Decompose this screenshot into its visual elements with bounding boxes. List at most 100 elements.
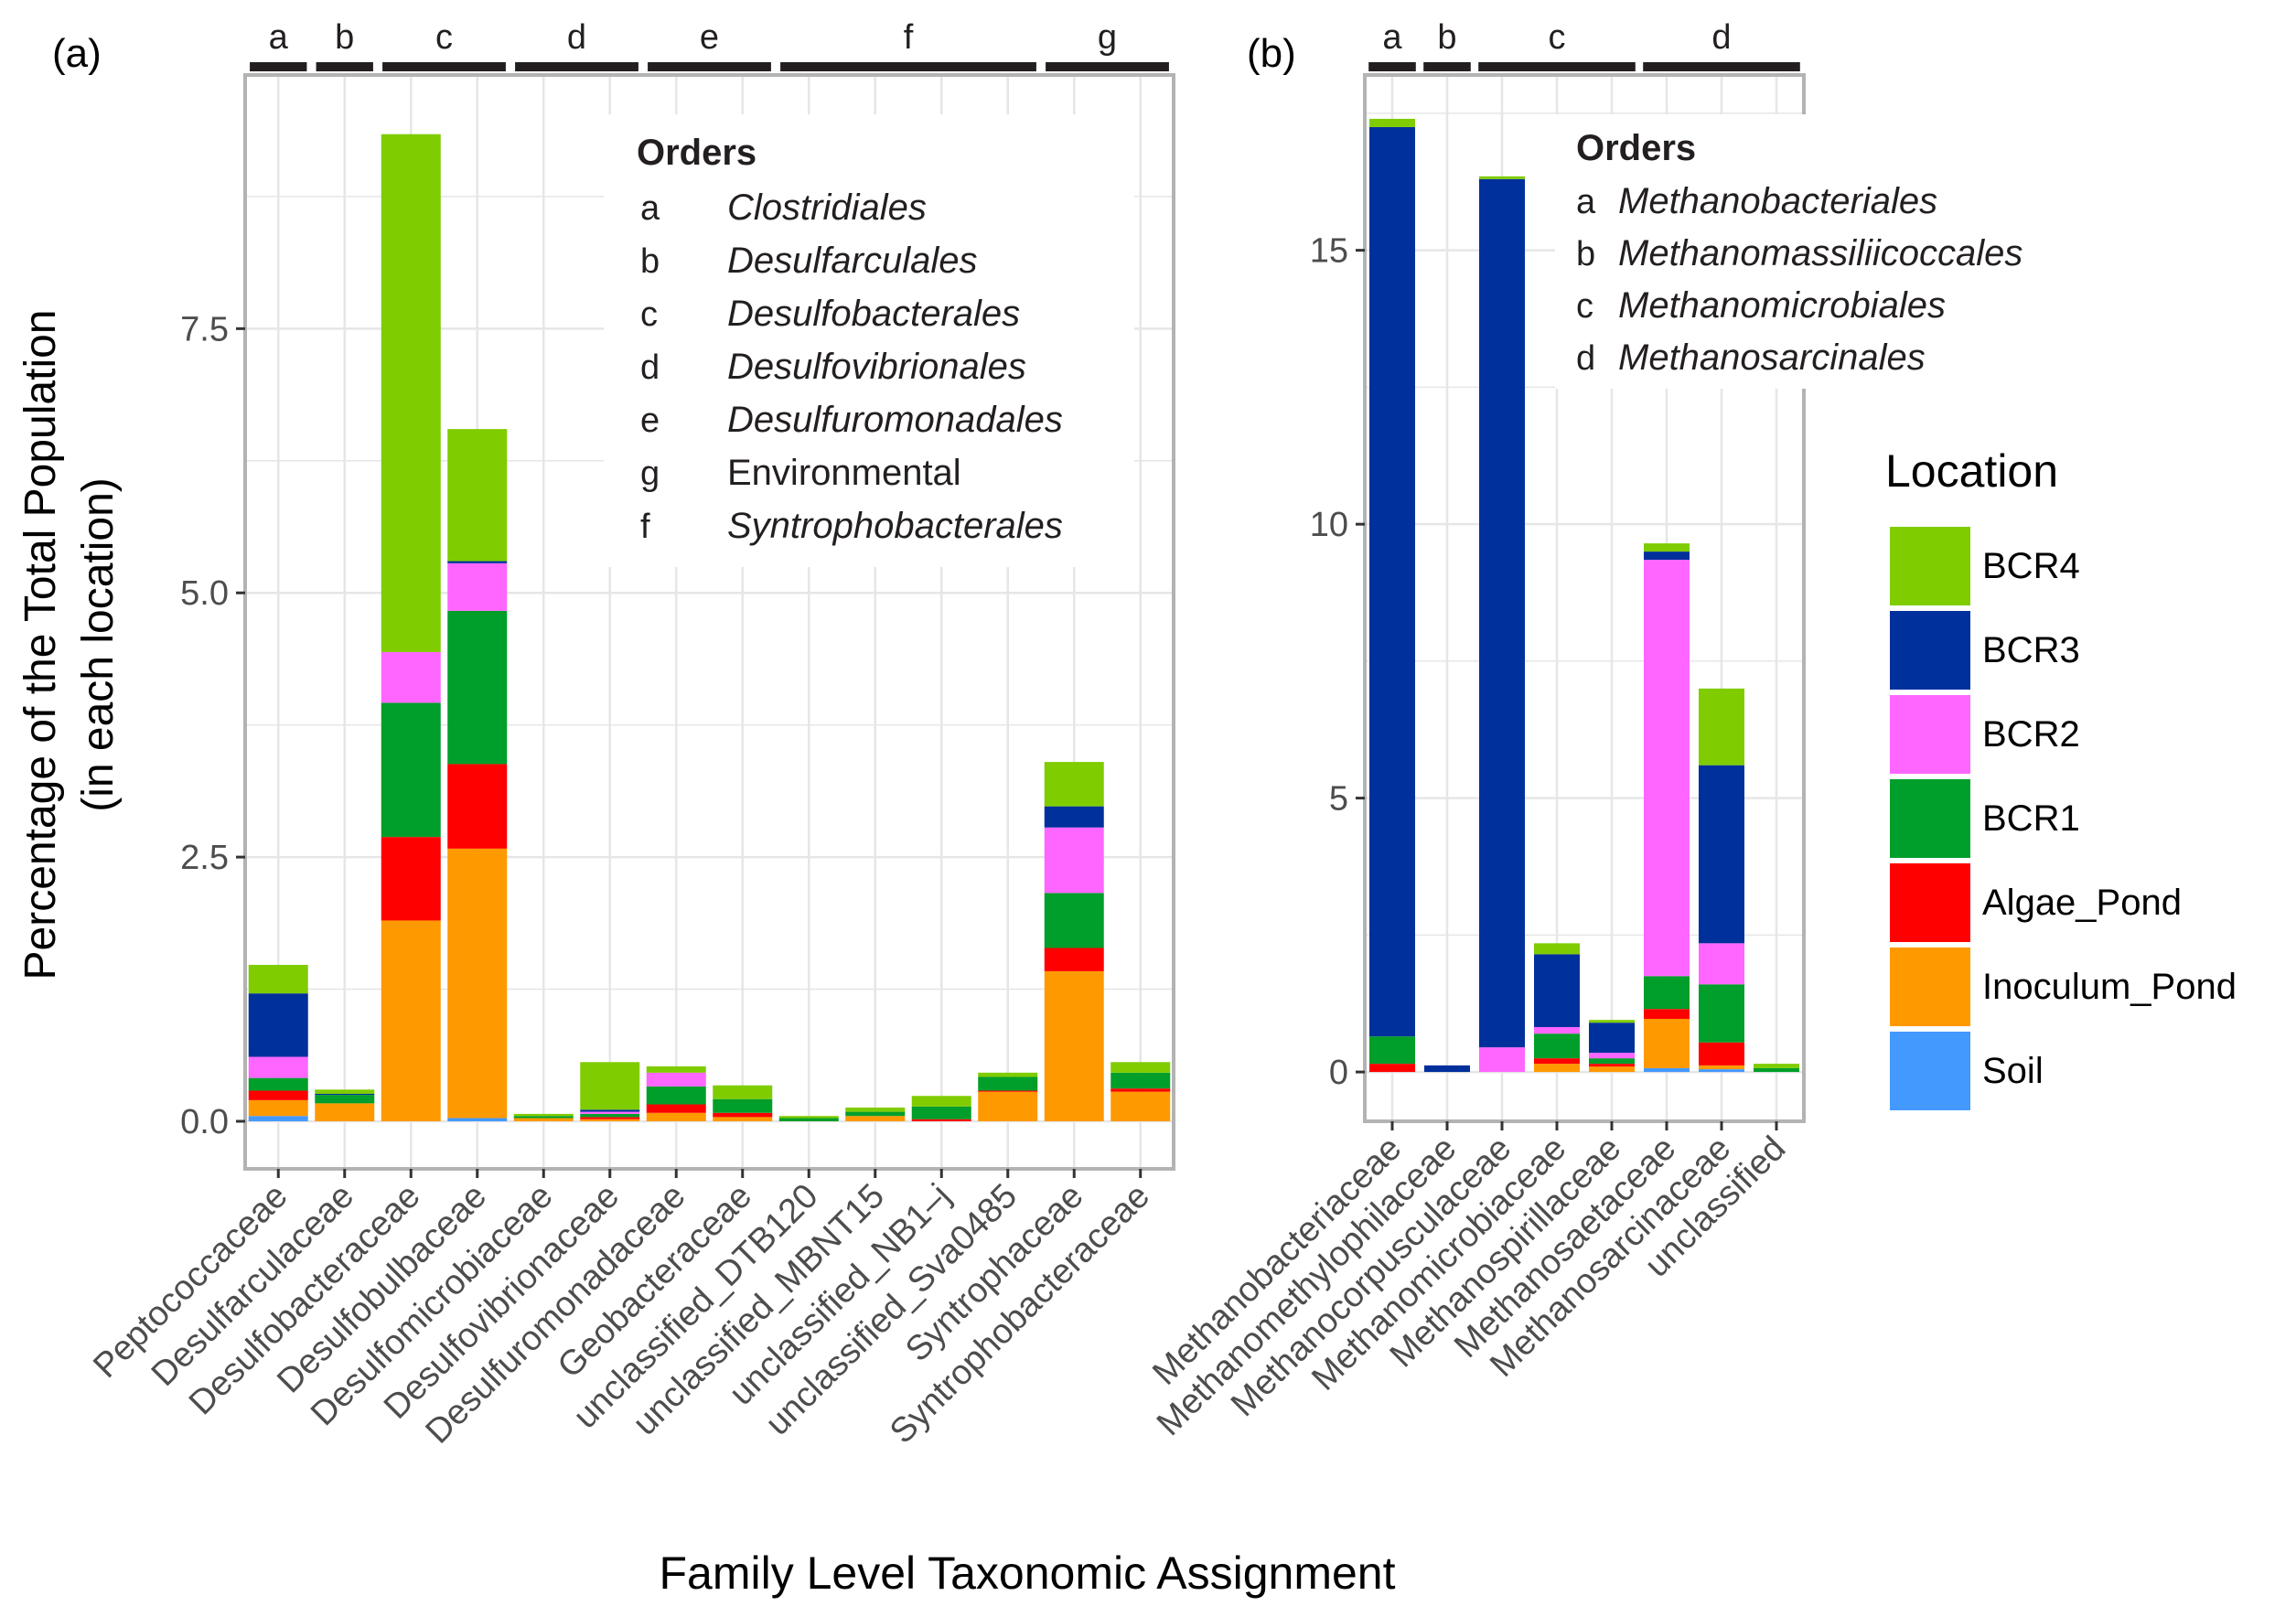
bar-segment-algae-pond: [381, 837, 441, 921]
panel-b-bars: [1369, 118, 1799, 1073]
bar-segment-algae-pond: [580, 1117, 640, 1119]
bar-segment-bcr2: [1479, 1047, 1525, 1073]
bar-segment-bcr3: [315, 1093, 375, 1096]
bar-segment-bcr2: [1699, 943, 1744, 985]
bar-segment-soil: [1644, 1067, 1690, 1073]
orders-box-name: Methanobacteriales: [1618, 181, 1937, 221]
bar-segment-algae-pond: [1589, 1064, 1635, 1067]
orders-box-name: Syntrophobacterales: [727, 506, 1063, 546]
order-bracket-label: d: [567, 18, 586, 57]
order-bracket-label: b: [1437, 18, 1456, 57]
bar-segment-inoculum-pond: [646, 1112, 706, 1121]
orders-box-name: Methanosarcinales: [1618, 337, 1926, 378]
panel-b-y-ticks: 0 5 10 15: [1310, 232, 1365, 1092]
bar-segment-algae-pond: [911, 1119, 971, 1121]
y-tick-label: 10: [1310, 506, 1348, 544]
bar-segment-bcr3: [1699, 765, 1744, 944]
bar-segment-bcr1: [580, 1113, 640, 1118]
bar-segment-soil: [248, 1116, 308, 1121]
y-tick-label: 2.5: [180, 839, 229, 877]
bar-segment-bcr1: [315, 1095, 375, 1104]
legend-label: BCR2: [1982, 714, 2080, 755]
legend-label: Inoculum_Pond: [1982, 967, 2237, 1007]
bar-segment-bcr4: [845, 1107, 906, 1112]
orders-box-title: Orders: [637, 133, 756, 173]
y-axis-title: Percentage of the Total Population (in e…: [16, 310, 123, 980]
bar-segment-bcr4: [978, 1072, 1038, 1077]
bar-segment-inoculum-pond: [1534, 1064, 1580, 1073]
y-axis-title-line1: Percentage of the Total Population: [16, 310, 65, 980]
orders-box-code: a: [640, 189, 660, 228]
legend-label: Soil: [1982, 1051, 2044, 1091]
order-bracket-label: a: [269, 18, 289, 57]
orders-box-background: [1555, 114, 2095, 389]
bar-segment-bcr2: [580, 1111, 640, 1114]
bar-segment-inoculum-pond: [1699, 1065, 1744, 1070]
bar-segment-bcr1: [646, 1086, 706, 1105]
legend-label: Algae_Pond: [1982, 883, 2182, 923]
legend-title: Location: [1885, 445, 2058, 497]
bar-segment-bcr3: [1424, 1065, 1470, 1073]
bar-segment-bcr1: [1644, 976, 1690, 1010]
bar-segment-inoculum-pond: [1589, 1066, 1635, 1073]
bar-segment-inoculum-pond: [713, 1117, 773, 1121]
bar-segment-bcr4: [713, 1085, 773, 1099]
bar-segment-bcr1: [778, 1118, 839, 1121]
y-tick-label: 15: [1310, 232, 1348, 271]
orders-box-code: b: [1576, 235, 1595, 273]
bar-segment-inoculum-pond: [315, 1103, 375, 1121]
bar-segment-soil: [1699, 1069, 1744, 1073]
bar-segment-bcr4: [1369, 118, 1415, 127]
bar-segment-bcr1: [1534, 1033, 1580, 1059]
orders-box-name: Methanomassiliicoccales: [1618, 233, 2022, 273]
bar-segment-bcr4: [381, 134, 441, 652]
bar-segment-bcr3: [1644, 551, 1690, 561]
bar-segment-bcr3: [1534, 954, 1580, 1027]
bar-segment-bcr1: [513, 1116, 574, 1119]
bar-segment-bcr1: [1110, 1072, 1171, 1089]
bar-segment-algae-pond: [713, 1112, 773, 1118]
orders-box-code: e: [640, 402, 660, 440]
bar-segment-bcr4: [1110, 1062, 1171, 1073]
order-bracket-label: c: [1549, 18, 1566, 57]
bar-segment-bcr1: [713, 1098, 773, 1113]
orders-box-code: c: [1576, 287, 1593, 326]
order-bracket-label: b: [335, 18, 354, 57]
orders-box-title: Orders: [1576, 128, 1696, 168]
bar-segment-bcr1: [1369, 1036, 1415, 1065]
orders-box-code: c: [640, 295, 658, 334]
orders-box-name: Methanomicrobiales: [1618, 285, 1946, 326]
bar-segment-bcr2: [447, 562, 508, 611]
y-tick-label: 5.0: [180, 574, 229, 613]
bar-segment-algae-pond: [1644, 1009, 1690, 1019]
bar-segment-bcr1: [1699, 984, 1744, 1043]
orders-box-code: a: [1576, 183, 1596, 221]
bar-segment-bcr3: [248, 993, 308, 1057]
panel-a-order-brackets: a b c d e f g: [250, 18, 1169, 71]
legend-swatch: [1890, 1032, 1970, 1110]
y-tick-label: 7.5: [180, 310, 229, 348]
bar-segment-inoculum-pond: [845, 1116, 906, 1121]
bar-segment-inoculum-pond: [447, 848, 508, 1119]
panel-b-plot-border: [1363, 73, 1806, 1123]
bar-segment-algae-pond: [1534, 1058, 1580, 1065]
order-bracket-label: d: [1711, 18, 1731, 57]
bar-segment-bcr4: [315, 1089, 375, 1094]
bar-segment-bcr1: [911, 1106, 971, 1119]
bar-segment-algae-pond: [1369, 1064, 1415, 1073]
bar-segment-bcr2: [1534, 1026, 1580, 1034]
orders-box-code: f: [640, 508, 650, 546]
bar-segment-bcr2: [646, 1072, 706, 1087]
bar-segment-bcr1: [1589, 1058, 1635, 1065]
bar-segment-algae-pond: [646, 1104, 706, 1113]
bar-segment-bcr1: [381, 702, 441, 838]
y-axis-title-line2: (in each location): [74, 477, 123, 812]
bar-segment-inoculum-pond: [978, 1091, 1038, 1121]
bar-segment-bcr3: [1369, 126, 1415, 1037]
bar-segment-inoculum-pond: [381, 920, 441, 1121]
bar-segment-algae-pond: [1110, 1088, 1171, 1092]
legend-label: BCR3: [1982, 630, 2080, 670]
panel-a-bars: [248, 134, 1171, 1121]
